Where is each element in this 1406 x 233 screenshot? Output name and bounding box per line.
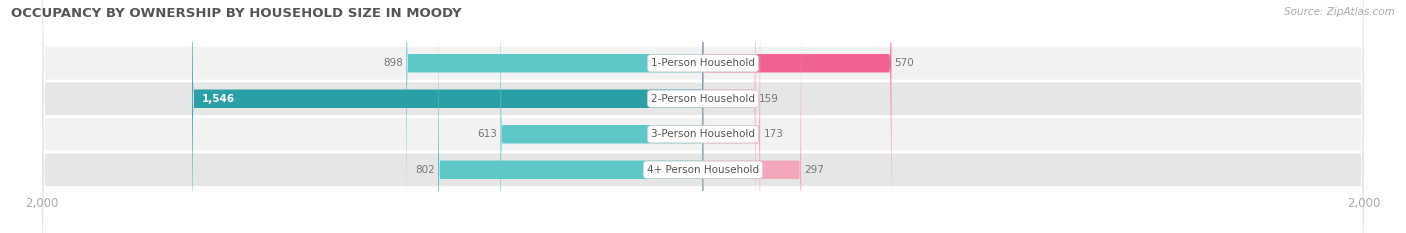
FancyBboxPatch shape xyxy=(501,0,703,233)
Text: Source: ZipAtlas.com: Source: ZipAtlas.com xyxy=(1284,7,1395,17)
Text: OCCUPANCY BY OWNERSHIP BY HOUSEHOLD SIZE IN MOODY: OCCUPANCY BY OWNERSHIP BY HOUSEHOLD SIZE… xyxy=(11,7,463,20)
Text: 3-Person Household: 3-Person Household xyxy=(651,129,755,139)
Text: 898: 898 xyxy=(382,58,404,68)
Text: 297: 297 xyxy=(804,165,824,175)
FancyBboxPatch shape xyxy=(703,0,755,233)
Text: 173: 173 xyxy=(763,129,783,139)
Text: 802: 802 xyxy=(415,165,434,175)
FancyBboxPatch shape xyxy=(42,0,1364,233)
Text: 2-Person Household: 2-Person Household xyxy=(651,94,755,104)
FancyBboxPatch shape xyxy=(703,0,891,233)
FancyBboxPatch shape xyxy=(42,0,1364,233)
Text: 159: 159 xyxy=(759,94,779,104)
Text: 4+ Person Household: 4+ Person Household xyxy=(647,165,759,175)
Text: 1,546: 1,546 xyxy=(202,94,235,104)
FancyBboxPatch shape xyxy=(703,0,761,233)
FancyBboxPatch shape xyxy=(703,0,801,233)
Text: 613: 613 xyxy=(477,129,498,139)
Text: 1-Person Household: 1-Person Household xyxy=(651,58,755,68)
FancyBboxPatch shape xyxy=(439,0,703,233)
Text: 570: 570 xyxy=(894,58,914,68)
FancyBboxPatch shape xyxy=(42,0,1364,233)
FancyBboxPatch shape xyxy=(193,0,703,233)
FancyBboxPatch shape xyxy=(406,0,703,233)
FancyBboxPatch shape xyxy=(42,0,1364,233)
